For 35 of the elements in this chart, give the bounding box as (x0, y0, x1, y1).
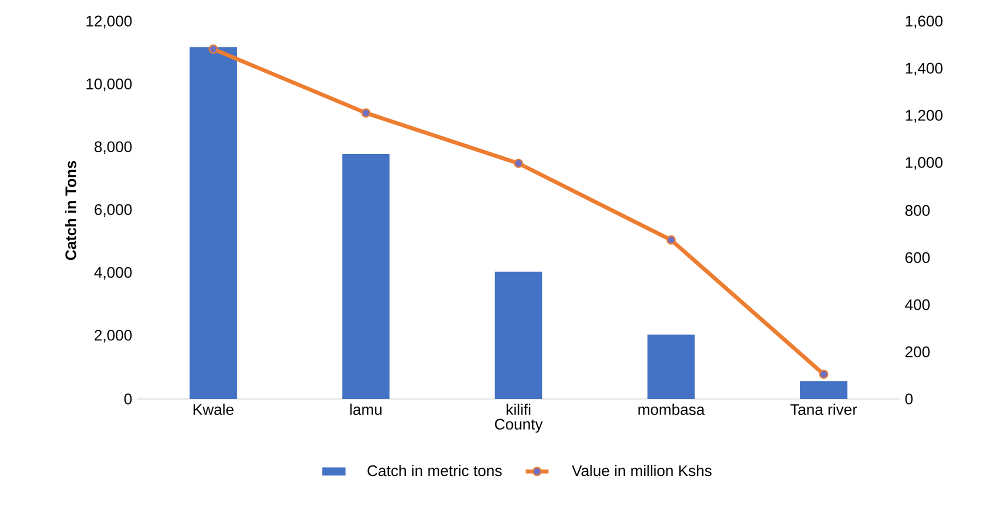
y2-tick-label: 800 (905, 205, 930, 216)
bar (190, 47, 237, 399)
y-tick-label: 6,000 (94, 204, 132, 217)
point (361, 108, 371, 118)
point (208, 44, 218, 54)
y2-tick-label: 400 (905, 299, 930, 310)
y2-tick-label: 600 (905, 252, 930, 264)
point (666, 235, 676, 245)
y2-tick-label: 1,000 (906, 157, 942, 170)
y-tick-label: 12,000 (86, 16, 132, 28)
point (819, 370, 828, 379)
bar (494, 272, 542, 399)
y-tick-label: 0 (124, 394, 132, 404)
y2-tick-label: 200 (905, 346, 930, 358)
y-tick-label: 10,000 (86, 78, 132, 92)
y2-tick-label: 0 (905, 394, 913, 404)
x-tick-label: mombasa (638, 404, 705, 415)
bar (800, 381, 848, 399)
point (514, 158, 524, 168)
x-axis-title: County (494, 418, 543, 433)
y-tick-label: 4,000 (94, 266, 132, 280)
bar (342, 154, 390, 399)
x-tick-label: Tana river (790, 404, 858, 415)
y-tick-label: 2,000 (94, 330, 132, 342)
y2-tick-label: 1,200 (906, 110, 942, 123)
y-tick-label: 8,000 (94, 141, 132, 154)
legend-label: Catch in metric tons (368, 464, 502, 476)
legend-label: Value in million Kshs (572, 464, 712, 476)
x-tick-label: kilifi (506, 404, 530, 415)
y2-tick-label: 1,600 (906, 16, 942, 28)
y2-tick-label: 1,400 (906, 62, 942, 76)
bar (647, 334, 695, 399)
x-tick-label: Kwale (194, 404, 234, 415)
y-axis-title: Catch in Tons (64, 160, 76, 260)
x-tick-label: lamu (350, 404, 382, 415)
